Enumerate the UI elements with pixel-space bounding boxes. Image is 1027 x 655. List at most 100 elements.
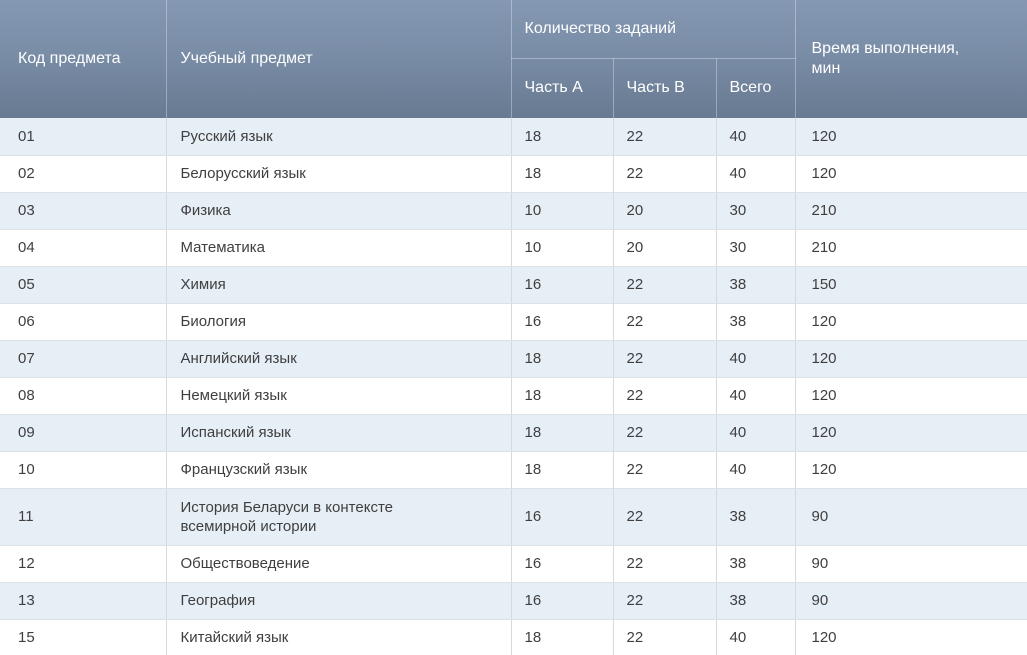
cell-part-a: 16: [511, 303, 614, 341]
table-header: Код предмета Учебный предмет Количество …: [0, 0, 1027, 118]
cell-total: 30: [716, 229, 796, 267]
cell-subject-code: 10: [0, 451, 167, 489]
column-header-tasks-group: Количество заданий: [511, 0, 796, 59]
table-row: 11 История Беларуси в контексте всемирно…: [0, 488, 1027, 546]
table-row: 06 Биология 16 22 38 120: [0, 303, 1027, 341]
cell-total: 38: [716, 266, 796, 304]
cell-subject-name: Обществоведение: [166, 545, 512, 583]
column-header-time: Время выполнения, мин: [811, 40, 960, 77]
cell-part-b: 22: [613, 619, 717, 655]
cell-subject-name: Французский язык: [166, 451, 512, 489]
cell-subject-code: 01: [0, 118, 167, 156]
cell-subject-code: 08: [0, 377, 167, 415]
table-row: 01 Русский язык 18 22 40 120: [0, 118, 1027, 156]
cell-time: 90: [795, 488, 1027, 546]
cell-subject-name: Английский язык: [166, 340, 512, 378]
table-row: 03 Физика 10 20 30 210: [0, 192, 1027, 230]
cell-part-a: 18: [511, 377, 614, 415]
cell-part-a: 18: [511, 414, 614, 452]
cell-subject-name: Математика: [166, 229, 512, 267]
table-row: 07 Английский язык 18 22 40 120: [0, 340, 1027, 378]
cell-time: 210: [795, 229, 1027, 267]
cell-time: 120: [795, 155, 1027, 193]
cell-time: 120: [795, 414, 1027, 452]
cell-total: 38: [716, 545, 796, 583]
cell-part-b: 22: [613, 582, 717, 620]
cell-subject-name: Немецкий язык: [166, 377, 512, 415]
cell-subject-name: Биология: [166, 303, 512, 341]
cell-time: 120: [795, 451, 1027, 489]
cell-time: 120: [795, 118, 1027, 156]
cell-part-a: 18: [511, 340, 614, 378]
cell-subject-name: Физика: [166, 192, 512, 230]
column-header-part-b: Часть В: [613, 58, 717, 118]
cell-time: 120: [795, 377, 1027, 415]
table-row: 04 Математика 10 20 30 210: [0, 229, 1027, 267]
cell-total: 40: [716, 619, 796, 655]
column-header-part-a: Часть А: [511, 58, 614, 118]
cell-part-a: 18: [511, 118, 614, 156]
table-row: 08 Немецкий язык 18 22 40 120: [0, 377, 1027, 415]
cell-part-a: 18: [511, 155, 614, 193]
cell-subject-code: 05: [0, 266, 167, 304]
cell-subject-code: 02: [0, 155, 167, 193]
cell-subject-code: 04: [0, 229, 167, 267]
table-row: 15 Китайский язык 18 22 40 120: [0, 619, 1027, 655]
cell-total: 40: [716, 118, 796, 156]
column-header-subject-name: Учебный предмет: [166, 0, 512, 118]
cell-subject-code: 07: [0, 340, 167, 378]
cell-part-b: 22: [613, 340, 717, 378]
cell-subject-code: 06: [0, 303, 167, 341]
table-row: 13 География 16 22 38 90: [0, 582, 1027, 620]
table-row: 02 Белорусский язык 18 22 40 120: [0, 155, 1027, 193]
cell-part-b: 20: [613, 229, 717, 267]
cell-time: 120: [795, 303, 1027, 341]
cell-part-a: 18: [511, 451, 614, 489]
cell-subject-code: 12: [0, 545, 167, 583]
cell-part-a: 10: [511, 229, 614, 267]
cell-time: 90: [795, 582, 1027, 620]
cell-total: 40: [716, 155, 796, 193]
cell-part-a: 16: [511, 582, 614, 620]
cell-subject-code: 03: [0, 192, 167, 230]
table-body: 01 Русский язык 18 22 40 120 02 Белорусс…: [0, 118, 1027, 655]
cell-total: 40: [716, 451, 796, 489]
cell-subject-name: Химия: [166, 266, 512, 304]
cell-total: 40: [716, 377, 796, 415]
cell-part-b: 22: [613, 118, 717, 156]
cell-part-b: 22: [613, 155, 717, 193]
cell-part-b: 22: [613, 414, 717, 452]
table-row: 12 Обществоведение 16 22 38 90: [0, 545, 1027, 583]
cell-subject-name: Китайский язык: [166, 619, 512, 655]
cell-part-a: 16: [511, 266, 614, 304]
cell-subject-name: История Беларуси в контексте всемирной и…: [166, 488, 512, 546]
cell-part-b: 22: [613, 451, 717, 489]
cell-part-b: 22: [613, 545, 717, 583]
column-header-subject-code: Код предмета: [0, 0, 167, 118]
table-row: 05 Химия 16 22 38 150: [0, 266, 1027, 304]
table-row: 10 Французский язык 18 22 40 120: [0, 451, 1027, 489]
cell-subject-code: 11: [0, 488, 167, 546]
cell-total: 38: [716, 303, 796, 341]
cell-subject-code: 13: [0, 582, 167, 620]
cell-time: 120: [795, 619, 1027, 655]
cell-subject-code: 15: [0, 619, 167, 655]
cell-part-b: 22: [613, 377, 717, 415]
cell-part-a: 10: [511, 192, 614, 230]
cell-time: 120: [795, 340, 1027, 378]
cell-subject-name: География: [166, 582, 512, 620]
cell-subject-name: Испанский язык: [166, 414, 512, 452]
cell-time: 90: [795, 545, 1027, 583]
cell-total: 30: [716, 192, 796, 230]
cell-part-b: 22: [613, 303, 717, 341]
cell-part-b: 22: [613, 488, 717, 546]
cell-part-a: 18: [511, 619, 614, 655]
cell-part-a: 16: [511, 488, 614, 546]
cell-subject-name: Русский язык: [166, 118, 512, 156]
cell-subject-name: Белорусский язык: [166, 155, 512, 193]
cell-total: 40: [716, 340, 796, 378]
cell-total: 40: [716, 414, 796, 452]
cell-total: 38: [716, 488, 796, 546]
